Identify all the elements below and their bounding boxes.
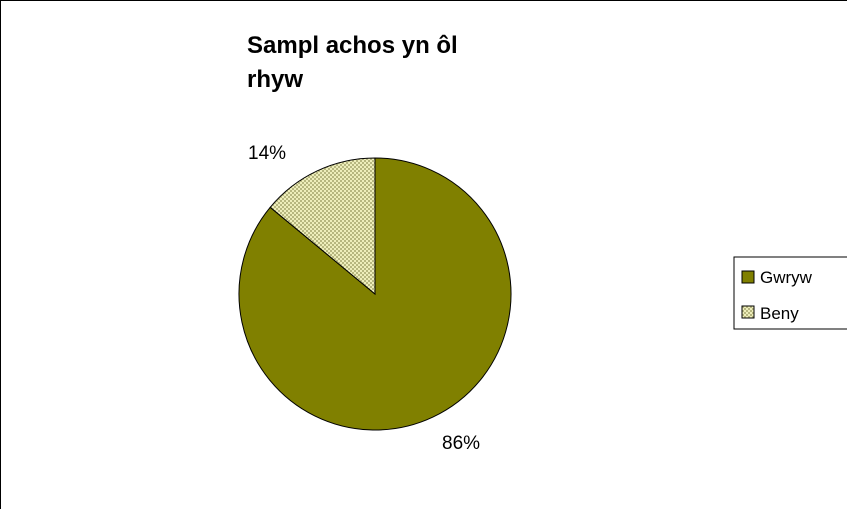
legend: Gwryw Beny [733,256,847,330]
chart-title-line-2: rhyw [247,66,303,93]
legend-label-beny: Beny [760,304,799,323]
chart-title: Sampl achos yn ôl rhyw [247,32,464,93]
legend-swatch-beny [741,305,755,319]
legend-label-gwryw: Gwryw [760,268,813,287]
pie-slice-beny [269,157,376,296]
legend-swatch-gwryw [741,270,755,284]
data-label-beny: 14% [248,143,286,164]
chart-title-line-1: Sampl achos yn ôl [247,32,458,59]
data-label-gwryw: 86% [442,433,480,454]
pie [238,157,512,431]
